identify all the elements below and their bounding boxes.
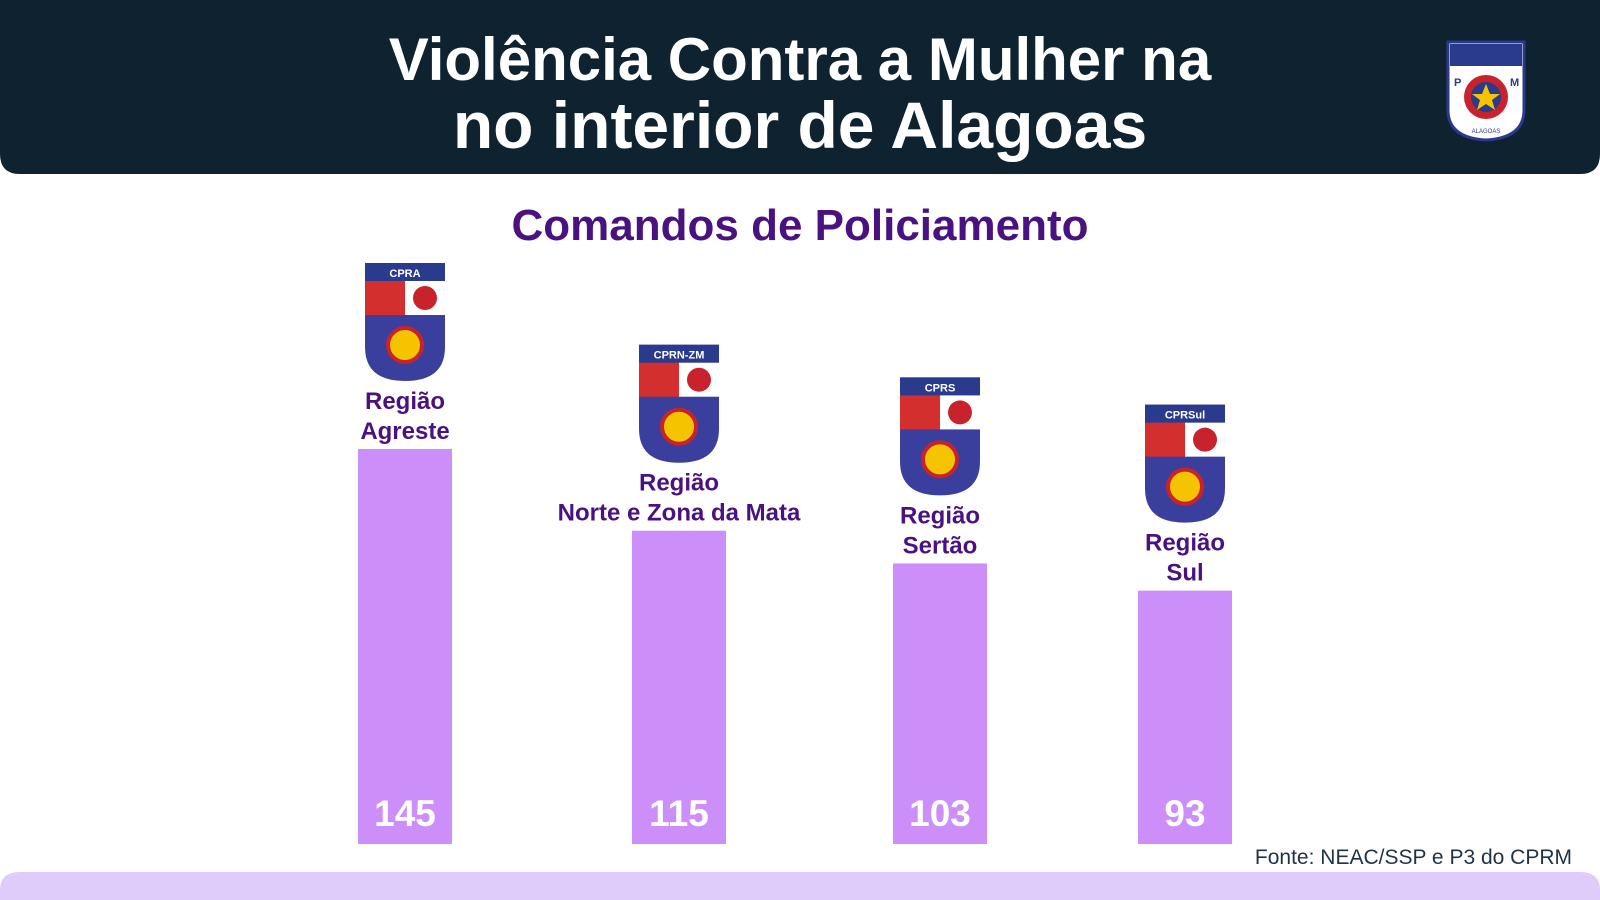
category-label: Região Sertão: [900, 502, 980, 559]
source: Fonte: NEAC/SSP e P3 do CPRM: [1255, 846, 1572, 869]
badge: CPRSul: [1145, 404, 1225, 523]
badge-red: [1145, 422, 1185, 457]
badge-red: [365, 281, 405, 315]
value-label: 115: [649, 793, 709, 834]
logo-letter: M: [1510, 77, 1519, 89]
category-label: Região Agreste: [360, 388, 449, 445]
category-line: Região: [900, 502, 980, 529]
badge-red: [900, 395, 940, 430]
category-line: Região: [365, 388, 445, 415]
chart-title: Comandos de Policiamento: [512, 201, 1089, 250]
category-line: Região: [639, 470, 719, 497]
badge-label: CPRN-ZM: [654, 350, 705, 362]
logo-letter: P: [1454, 77, 1461, 89]
badge-band: [900, 377, 980, 396]
title-line: Violência Contra a Mulher na: [389, 26, 1212, 93]
footer-band: [0, 872, 1600, 900]
badge-red: [639, 362, 679, 397]
badge: CPRN-ZM: [639, 344, 719, 463]
category-line: Sertão: [903, 532, 978, 559]
badge-seal: [687, 367, 711, 392]
value-label: 103: [909, 793, 971, 834]
badge-emblem: [386, 326, 424, 364]
header-band: [0, 0, 1600, 174]
bar: [358, 449, 452, 844]
category-label: Região Sul: [1145, 530, 1225, 587]
logo: P M ALAGOAS: [1446, 40, 1526, 142]
badge-emblem: [1166, 467, 1204, 506]
category-line: Sul: [1166, 560, 1203, 587]
badge-seal: [948, 400, 972, 425]
badge-emblem: [921, 440, 959, 479]
badge-band: [639, 344, 719, 363]
category-line: Região: [1145, 530, 1225, 557]
badge-seal: [413, 286, 437, 310]
category-line: Agreste: [360, 418, 449, 445]
badge: CPRA: [365, 263, 445, 381]
title-line: no interior de Alagoas: [453, 88, 1147, 162]
value-label: 145: [374, 793, 436, 834]
badge-band: [365, 263, 445, 281]
bar: [632, 530, 726, 844]
category-label: Região Norte e Zona da Mata: [558, 470, 801, 527]
badge-emblem: [660, 407, 698, 446]
bar: [1138, 590, 1232, 844]
logo-caption: ALAGOAS: [1472, 129, 1501, 135]
badge-seal: [1193, 427, 1217, 452]
badge-label: CPRA: [389, 268, 420, 280]
category-line: Norte e Zona da Mata: [558, 500, 801, 527]
bar: [893, 563, 987, 844]
value-label: 93: [1164, 793, 1205, 834]
badge-label: CPRSul: [1165, 410, 1205, 422]
badge: CPRS: [900, 377, 980, 496]
badge-band: [1145, 404, 1225, 423]
badge-label: CPRS: [925, 382, 956, 394]
